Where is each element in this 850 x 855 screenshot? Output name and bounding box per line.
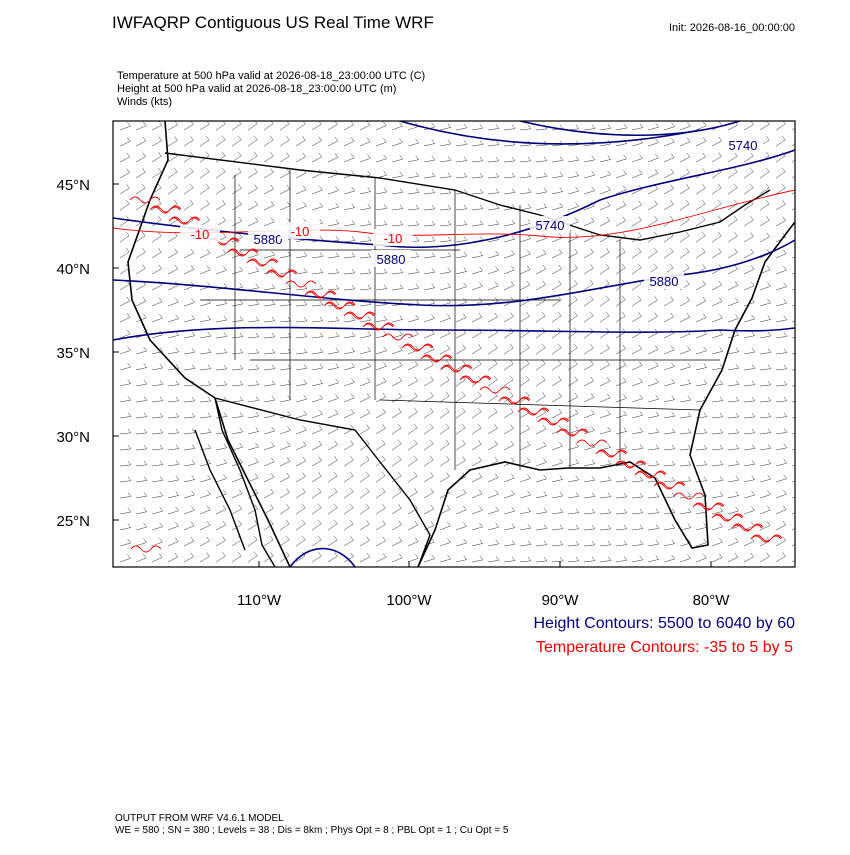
lat-label: 25°N: [56, 513, 90, 530]
legend-temperature: Temperature Contours: -35 to 5 by 5: [536, 639, 793, 656]
contour-label-box: [248, 230, 288, 247]
lon-label: 100°W: [386, 592, 432, 609]
lon-label: 90°W: [542, 592, 580, 609]
legend-height: Height Contours: 5500 to 6040 by 60: [533, 615, 795, 632]
temperature-contours: [113, 189, 795, 553]
contour-label-box: [644, 272, 684, 289]
description: Winds (kts): [117, 96, 172, 108]
contour-label-box: [723, 136, 763, 153]
contour-label: 5740: [729, 138, 758, 153]
footer: WE = 580 ; SN = 380 ; Levels = 38 ; Dis …: [115, 825, 509, 836]
description: Height at 500 hPa valid at 2026-08-18_23…: [117, 83, 396, 95]
wind-barbs: [119, 121, 795, 563]
contour-label: 5740: [536, 218, 565, 233]
description: Temperature at 500 hPa valid at 2026-08-…: [117, 70, 425, 82]
height-contour: [289, 547, 356, 567]
wind-barb: [119, 121, 795, 563]
contour-label-box: [530, 216, 570, 233]
contour-label: -10: [191, 227, 210, 242]
title: IWFAQRP Contiguous US Real Time WRF: [112, 13, 434, 32]
lon-label: 80°W: [693, 592, 731, 609]
height-contour: [399, 121, 701, 145]
lat-label: 30°N: [56, 429, 90, 446]
footer: OUTPUT FROM WRF V4.6.1 MODEL: [115, 813, 284, 824]
contour-labels: 5740 5740 5880 5880 5880 -10 -10 -10: [180, 136, 763, 289]
coastline: [194, 397, 276, 567]
height-contours: [113, 121, 795, 567]
contour-label: -10: [291, 224, 310, 239]
contour-label-box: [180, 225, 220, 242]
axes: 45°N 40°N 35°N 30°N 25°N 110°W 100°W 90°W 80°W: [56, 177, 730, 609]
temperature-contour: [129, 196, 783, 553]
height-contour: [113, 149, 795, 248]
height-contour: [113, 326, 795, 341]
lat-label: 35°N: [56, 345, 90, 362]
lon-label: 110°W: [237, 592, 282, 609]
contour-label: 5880: [650, 274, 679, 289]
contour-label-box: [280, 222, 320, 239]
map-frame: [112, 120, 796, 568]
contour-label-box: [371, 250, 411, 267]
lat-label: 45°N: [56, 177, 90, 194]
init-time: Init: 2026-08-16_00:00:00: [669, 22, 795, 34]
height-contour: [113, 239, 795, 307]
height-contour: [519, 121, 741, 137]
contour-label: 5880: [254, 232, 283, 247]
coastline: [417, 221, 795, 567]
contour-label: 5880: [377, 252, 406, 267]
temperature-contour: [113, 189, 795, 238]
lat-label: 40°N: [56, 261, 90, 278]
border: [214, 397, 431, 567]
map-area: 5740 5740 5880 5880 5880 -10 -10 -10: [113, 121, 795, 567]
contour-label: -10: [384, 231, 403, 246]
contour-label-box: [373, 229, 413, 246]
